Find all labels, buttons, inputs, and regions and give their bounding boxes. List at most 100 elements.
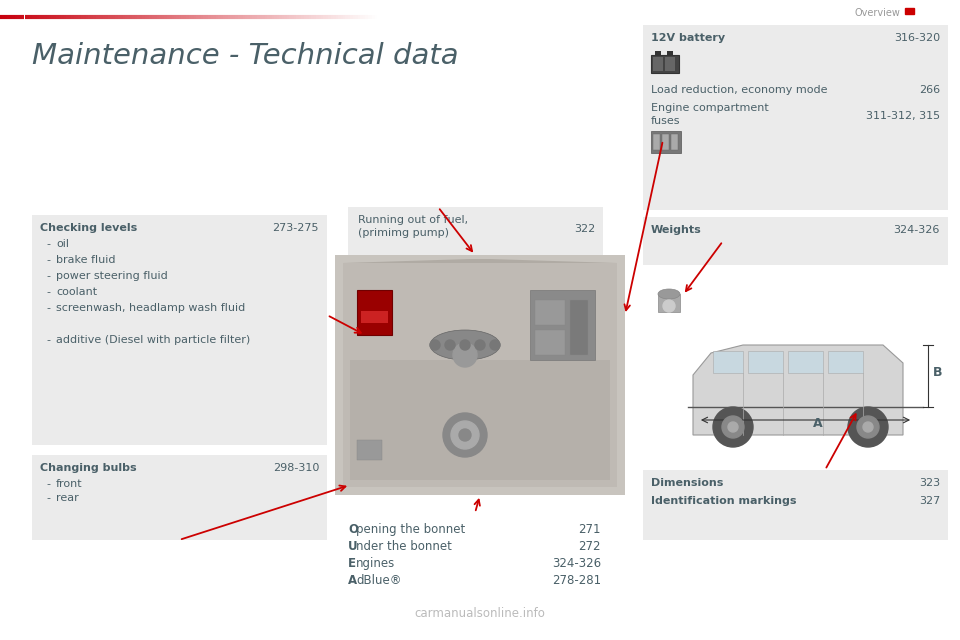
Bar bbox=[32, 215, 327, 445]
Bar bbox=[32, 455, 327, 540]
Bar bbox=[662, 134, 669, 150]
Ellipse shape bbox=[430, 330, 500, 360]
Bar bbox=[335, 255, 625, 495]
Ellipse shape bbox=[658, 289, 680, 299]
Text: power steering fluid: power steering fluid bbox=[56, 271, 168, 281]
Text: nder the bonnet: nder the bonnet bbox=[356, 540, 452, 553]
Text: 323: 323 bbox=[919, 478, 940, 488]
Bar bbox=[655, 51, 661, 55]
Bar bbox=[357, 440, 382, 460]
Text: 324-326: 324-326 bbox=[894, 225, 940, 235]
Bar bbox=[788, 351, 823, 373]
Text: carmanualsonline.info: carmanualsonline.info bbox=[415, 607, 545, 620]
Polygon shape bbox=[693, 345, 903, 435]
Text: Weights: Weights bbox=[651, 225, 702, 235]
Bar bbox=[357, 290, 392, 335]
Text: 12V battery: 12V battery bbox=[651, 33, 725, 43]
Bar bbox=[665, 57, 675, 71]
Bar bbox=[651, 55, 679, 73]
Text: -: - bbox=[46, 287, 50, 297]
Text: -: - bbox=[46, 493, 50, 503]
Circle shape bbox=[451, 421, 479, 449]
Text: Running out of fuel,: Running out of fuel, bbox=[358, 215, 468, 225]
Bar bbox=[535, 330, 565, 355]
Text: dBlue®: dBlue® bbox=[356, 574, 401, 587]
Bar bbox=[658, 294, 680, 312]
Text: -: - bbox=[46, 255, 50, 265]
Text: brake fluid: brake fluid bbox=[56, 255, 115, 265]
Text: 278-281: 278-281 bbox=[552, 574, 601, 587]
Bar bbox=[643, 217, 948, 265]
Bar bbox=[748, 351, 783, 373]
Bar bbox=[643, 470, 948, 540]
Text: coolant: coolant bbox=[56, 287, 97, 297]
Text: Changing bulbs: Changing bulbs bbox=[40, 463, 136, 473]
Text: B: B bbox=[933, 366, 943, 379]
Text: -: - bbox=[46, 335, 50, 345]
Bar bbox=[570, 300, 588, 355]
Text: Load reduction, economy mode: Load reduction, economy mode bbox=[651, 85, 828, 95]
Circle shape bbox=[848, 407, 888, 447]
Text: 311-312, 315: 311-312, 315 bbox=[866, 111, 940, 121]
Text: additive (Diesel with particle filter): additive (Diesel with particle filter) bbox=[56, 335, 251, 345]
Text: Identification markings: Identification markings bbox=[651, 496, 797, 506]
Text: 272: 272 bbox=[579, 540, 601, 553]
Text: 271: 271 bbox=[579, 523, 601, 536]
Text: 316-320: 316-320 bbox=[894, 33, 940, 43]
Text: pening the bonnet: pening the bonnet bbox=[356, 523, 466, 536]
Circle shape bbox=[475, 340, 485, 350]
Bar bbox=[535, 300, 565, 325]
Text: 322: 322 bbox=[574, 224, 595, 234]
Polygon shape bbox=[343, 259, 617, 263]
Text: oil: oil bbox=[56, 239, 69, 249]
Text: Maintenance - Technical data: Maintenance - Technical data bbox=[32, 42, 459, 70]
Circle shape bbox=[443, 413, 487, 457]
Circle shape bbox=[663, 300, 675, 312]
Bar bbox=[651, 131, 681, 153]
Text: 324-326: 324-326 bbox=[552, 557, 601, 570]
Text: 327: 327 bbox=[919, 496, 940, 506]
Text: 273-275: 273-275 bbox=[273, 223, 319, 233]
Text: Dimensions: Dimensions bbox=[651, 478, 724, 488]
Circle shape bbox=[857, 416, 879, 438]
Text: Overview: Overview bbox=[854, 8, 900, 18]
Circle shape bbox=[728, 422, 738, 432]
Circle shape bbox=[863, 422, 873, 432]
Bar bbox=[713, 351, 743, 373]
Bar bbox=[530, 290, 595, 360]
Bar bbox=[905, 8, 914, 14]
Text: (primimg pump): (primimg pump) bbox=[358, 228, 449, 238]
Text: Engine compartment: Engine compartment bbox=[651, 103, 769, 113]
Circle shape bbox=[460, 340, 470, 350]
Text: A: A bbox=[813, 417, 823, 430]
Text: U: U bbox=[348, 540, 358, 553]
Text: -: - bbox=[46, 271, 50, 281]
Circle shape bbox=[453, 343, 477, 367]
Bar bbox=[653, 134, 660, 150]
Bar bbox=[643, 25, 948, 210]
Text: O: O bbox=[348, 523, 358, 536]
Text: -: - bbox=[46, 303, 50, 313]
Bar bbox=[348, 207, 603, 255]
Circle shape bbox=[430, 340, 440, 350]
Text: 298-310: 298-310 bbox=[273, 463, 319, 473]
Text: E: E bbox=[348, 557, 356, 570]
Text: A: A bbox=[348, 574, 357, 587]
Text: rear: rear bbox=[56, 493, 79, 503]
Bar bbox=[671, 134, 678, 150]
Circle shape bbox=[459, 429, 471, 441]
Bar bbox=[361, 311, 388, 323]
Bar bbox=[643, 270, 948, 455]
Text: front: front bbox=[56, 479, 83, 489]
Bar bbox=[350, 360, 610, 480]
Text: Checking levels: Checking levels bbox=[40, 223, 137, 233]
Text: -: - bbox=[46, 479, 50, 489]
Text: ngines: ngines bbox=[356, 557, 396, 570]
Text: -: - bbox=[46, 239, 50, 249]
Bar bbox=[667, 51, 673, 55]
Circle shape bbox=[445, 340, 455, 350]
Circle shape bbox=[713, 407, 753, 447]
Bar bbox=[828, 351, 863, 373]
Circle shape bbox=[722, 416, 744, 438]
Bar bbox=[343, 263, 617, 487]
